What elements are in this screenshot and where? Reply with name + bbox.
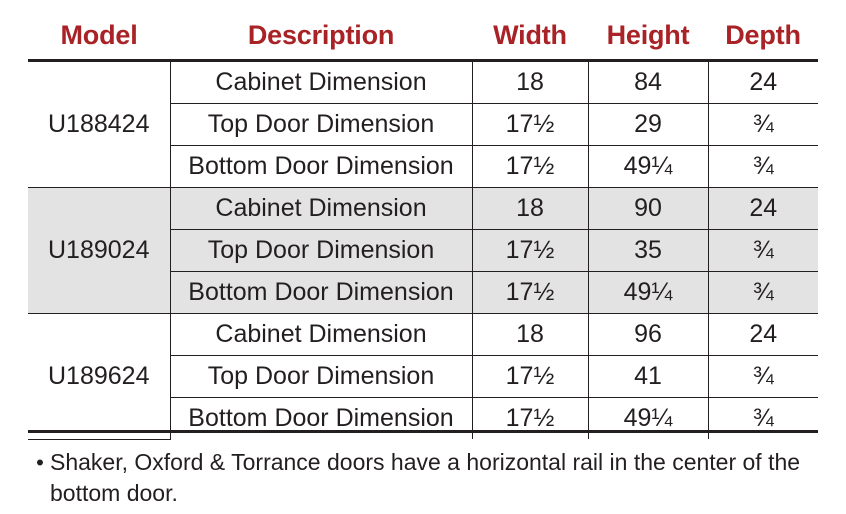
- cell-width: 18: [471, 313, 589, 356]
- cell-height: 29: [587, 103, 709, 146]
- cell-height: 90: [587, 187, 709, 230]
- cell-depth: ¾: [707, 397, 818, 439]
- column-header-description: Description: [247, 20, 395, 50]
- cell-description: Bottom Door Dimension: [169, 271, 473, 314]
- cell-description: Cabinet Dimension: [169, 187, 473, 230]
- dimensions-table: U188424 Cabinet Dimension 18 84 24 Top Door D…: [28, 62, 818, 440]
- cell-depth: ¾: [707, 271, 818, 314]
- cell-depth: 24: [707, 62, 818, 104]
- table-body: U188424 Cabinet Dimension 18 84 24 Top Door D…: [28, 62, 818, 440]
- cell-description: Bottom Door Dimension: [169, 397, 473, 439]
- cell-depth: ¾: [707, 229, 818, 272]
- cell-description: Top Door Dimension: [169, 355, 473, 398]
- table-row: Top Door Dimension 17½ 41 ¾: [28, 355, 818, 398]
- cell-description: Cabinet Dimension: [169, 62, 473, 104]
- column-header-model: Model: [60, 20, 138, 50]
- table-row: U189024 Cabinet Dimension 18 90 24: [28, 187, 818, 314]
- cell-model: U189624: [28, 313, 171, 440]
- cell-width: 17½: [471, 355, 589, 398]
- cell-description: Top Door Dimension: [169, 103, 473, 146]
- cell-model: U189024: [28, 187, 171, 314]
- cell-description: Bottom Door Dimension: [169, 145, 473, 188]
- table-row: Bottom Door Dimension 17½ 49¼ ¾: [28, 397, 818, 439]
- cell-width: 17½: [471, 271, 589, 314]
- column-header-height: Height: [606, 20, 690, 50]
- cell-height: 49¼: [587, 397, 709, 439]
- bullet-icon: •: [36, 450, 44, 475]
- cell-depth: ¾: [707, 355, 818, 398]
- cell-depth: 24: [707, 187, 818, 230]
- cell-width: 18: [471, 62, 589, 104]
- cell-width: 17½: [471, 103, 589, 146]
- footnote: • Shaker, Oxford & Torrance doors have a…: [30, 447, 830, 509]
- cell-model: U188424: [28, 62, 171, 188]
- table-row: Top Door Dimension 17½ 29 ¾: [28, 103, 818, 146]
- cell-width: 17½: [471, 229, 589, 272]
- table-row: Top Door Dimension 17½ 35 ¾: [28, 229, 818, 272]
- cell-height: 35: [587, 229, 709, 272]
- cell-height: 49¼: [587, 271, 709, 314]
- cell-depth: ¾: [707, 103, 818, 146]
- cell-width: 17½: [471, 145, 589, 188]
- table-row: U189624 Cabinet Dimension 18 96 24: [28, 313, 818, 440]
- table-header-row: Model Description Width Height Depth: [28, 12, 818, 59]
- table-row: U188424 Cabinet Dimension 18 84 24: [28, 62, 818, 188]
- column-header-width: Width: [493, 20, 567, 50]
- cell-width: 18: [471, 187, 589, 230]
- dimensions-table-wrapper: U188424 Cabinet Dimension 18 84 24 Top Door D…: [28, 59, 818, 440]
- cell-description: Top Door Dimension: [169, 229, 473, 272]
- footnote-text: Shaker, Oxford & Torrance doors have a h…: [50, 449, 801, 506]
- cell-height: 41: [587, 355, 709, 398]
- cell-depth: 24: [707, 313, 818, 356]
- cell-width: 17½: [471, 397, 589, 439]
- cell-height: 49¼: [587, 145, 709, 188]
- column-header-depth: Depth: [725, 20, 801, 50]
- cell-depth: ¾: [707, 145, 818, 188]
- cell-height: 96: [587, 313, 709, 356]
- cell-description: Cabinet Dimension: [169, 313, 473, 356]
- table-row: Bottom Door Dimension 17½ 49¼ ¾: [28, 145, 818, 188]
- cell-height: 84: [587, 62, 709, 104]
